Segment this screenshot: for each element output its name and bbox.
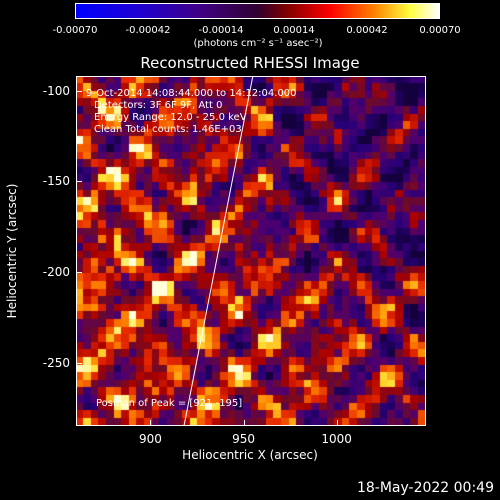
x-tick-label: 1000 <box>321 432 352 446</box>
colorbar-tick: -0.00014 <box>198 25 244 36</box>
x-tick-label: 950 <box>232 432 255 446</box>
time-range-label: 9-Oct-2014 14:08:44.000 to 14:12:04.000 <box>86 88 297 99</box>
x-tick-label: 900 <box>139 432 162 446</box>
colorbar-tick: 0.00014 <box>273 25 315 36</box>
solar-limb-line <box>183 76 254 426</box>
y-tick-label: -150 <box>42 174 70 189</box>
peak-position-label: Position of Peak = [921,-195] <box>96 398 243 409</box>
y-tick-mark <box>76 271 82 273</box>
clean-counts-label: Clean Total counts: 1.46E+03 <box>94 124 242 135</box>
colorbar <box>75 3 440 19</box>
x-tick-mark <box>336 420 338 426</box>
x-axis-label: Heliocentric X (arcsec) <box>182 448 318 462</box>
colorbar-tick: -0.00070 <box>52 25 98 36</box>
colorbar-tick: 0.00042 <box>346 25 388 36</box>
timestamp: 18-May-2022 00:49 <box>356 480 494 496</box>
y-tick-label: -100 <box>42 83 70 98</box>
chart-title: Reconstructed RHESSI Image <box>140 54 360 72</box>
colorbar-tick: -0.00042 <box>125 25 171 36</box>
detectors-label: Detectors: 3F 6F 9F, Att 0 <box>94 100 223 111</box>
y-tick-mark <box>76 181 82 183</box>
colorbar-units: (photons cm⁻² s⁻¹ asec⁻²) <box>193 38 323 49</box>
y-axis-label: Heliocentric Y (arcsec) <box>5 183 19 319</box>
energy-range-label: Energy Range: 12.0 - 25.0 keV <box>94 112 247 123</box>
heatmap-image <box>76 76 426 426</box>
y-tick-mark <box>76 362 82 364</box>
y-tick-mark <box>76 90 82 92</box>
x-tick-mark <box>150 420 152 426</box>
y-tick-label: -200 <box>42 264 70 279</box>
y-tick-label: -250 <box>42 355 70 370</box>
x-tick-mark <box>243 420 245 426</box>
plot-overlay <box>183 76 254 426</box>
colorbar-tick: 0.00070 <box>419 25 461 36</box>
